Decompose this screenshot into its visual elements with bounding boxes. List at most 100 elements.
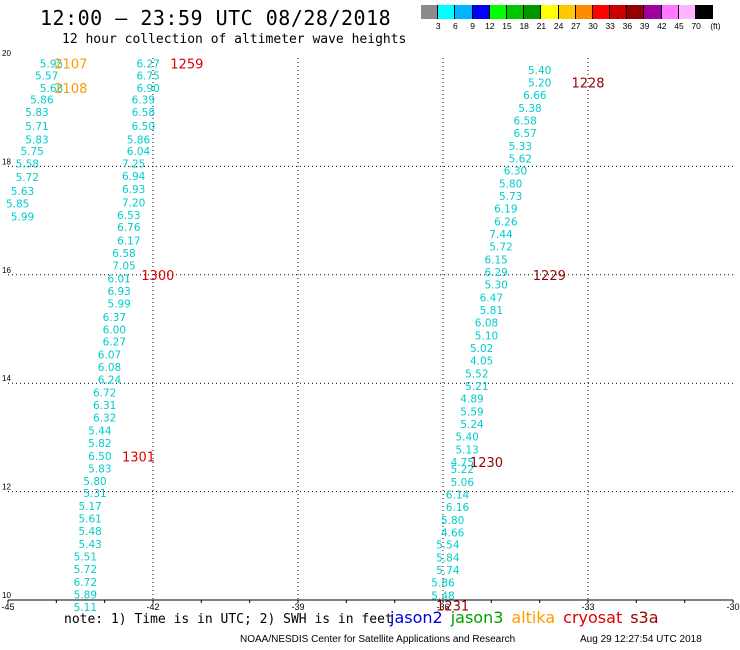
color-scale-label: 45 xyxy=(674,21,684,31)
wave-height-point: 5.86 xyxy=(127,134,151,146)
color-scale-label: 18 xyxy=(519,21,529,31)
wave-height-point: 4.66 xyxy=(441,527,465,539)
wave-height-point: 6.57 xyxy=(513,128,536,140)
y-tick-label: 10 xyxy=(2,591,11,600)
wave-height-point: 5.38 xyxy=(518,103,541,115)
y-tick-label: 18 xyxy=(2,157,11,166)
color-scale-label: 21 xyxy=(536,21,547,31)
color-scale-label: 30 xyxy=(588,21,598,31)
wave-height-point: 6.27 xyxy=(136,58,159,70)
wave-height-point: 5.24 xyxy=(460,419,484,431)
wave-height-point: 5.51 xyxy=(74,552,97,564)
wave-height-point: 5.10 xyxy=(475,331,498,343)
wave-height-point: 6.47 xyxy=(480,293,503,305)
wave-height-point: 4.75 xyxy=(451,457,474,469)
wave-height-point: 5.72 xyxy=(74,564,97,576)
pass-time-label: 1259 xyxy=(170,57,203,72)
color-scale-label: 39 xyxy=(639,21,650,31)
chart-subtitle: 12 hour collection of altimeter wave hei… xyxy=(62,32,407,47)
color-scale-label: 27 xyxy=(571,21,581,31)
y-tick-label: 16 xyxy=(2,266,11,275)
color-scale-swatch xyxy=(610,5,628,19)
wave-height-point: 7.20 xyxy=(122,198,145,210)
wave-height-point: 5.62 xyxy=(509,153,532,165)
color-scale-swatch xyxy=(678,5,696,19)
legend-cryosat: cryosat xyxy=(563,608,623,627)
wave-height-point: 5.86 xyxy=(431,578,455,590)
wave-height-point: 6.16 xyxy=(446,502,470,514)
wave-height-point: 5.54 xyxy=(436,540,460,552)
wave-height-point: 6.04 xyxy=(127,146,151,158)
wave-height-point: 6.53 xyxy=(117,210,140,222)
color-scale-swatch xyxy=(575,5,593,19)
wave-height-point: 5.80 xyxy=(83,476,106,488)
legend-s3a: s3a xyxy=(630,608,659,627)
legend-jason3: jason3 xyxy=(450,608,504,627)
wave-height-point: 5.30 xyxy=(484,280,507,292)
wave-height-point: 6.58 xyxy=(513,115,536,127)
wave-height-point: 5.13 xyxy=(455,444,478,456)
pass-time-label: 1230 xyxy=(470,456,503,471)
wave-height-point: 5.89 xyxy=(74,590,97,602)
legend-altika: altika xyxy=(511,608,556,627)
wave-height-point: 5.11 xyxy=(74,602,97,614)
wave-height-point: 5.20 xyxy=(528,77,551,89)
wave-height-point: 6.58 xyxy=(132,107,155,119)
footer-timestamp: Aug 29 12:27:54 UTC 2018 xyxy=(580,634,702,645)
color-scale-swatch xyxy=(592,5,611,19)
color-scale-swatch xyxy=(541,5,559,19)
wave-height-point: 5.82 xyxy=(88,438,111,450)
wave-height-point: 6.90 xyxy=(136,83,159,95)
wave-height-point: 5.84 xyxy=(436,553,460,565)
wave-height-point: 5.99 xyxy=(107,299,130,311)
wave-height-point: 5.83 xyxy=(25,134,48,146)
wave-height-point: 5.99 xyxy=(11,211,34,223)
wave-height-point: 5.40 xyxy=(455,431,478,443)
wave-height-point: 5.21 xyxy=(465,381,488,393)
wave-height-point: 6.08 xyxy=(475,317,498,329)
color-scale-swatch xyxy=(472,5,490,19)
color-scale-swatch xyxy=(489,5,507,19)
color-scale-swatch xyxy=(438,5,456,19)
y-tick-label: 12 xyxy=(2,483,11,492)
wave-height-point: 6.19 xyxy=(494,204,517,216)
wave-height-point: 5.59 xyxy=(460,406,483,418)
wave-height-point: 6.31 xyxy=(93,400,116,412)
color-scale-label: 33 xyxy=(605,21,615,31)
wave-height-point: 6.37 xyxy=(103,312,126,324)
color-scale-swatch xyxy=(627,5,645,19)
wave-height-point: 5.61 xyxy=(78,514,101,526)
pass-time-label: 1228 xyxy=(571,76,604,91)
wave-height-point: 5.17 xyxy=(78,501,101,513)
x-tick-label: -39 xyxy=(291,602,304,612)
wave-height-point: 6.72 xyxy=(74,577,97,589)
pass-time-label: 2108 xyxy=(54,82,87,97)
wave-height-point: 5.86 xyxy=(30,95,54,107)
wave-height-point: 6.27 xyxy=(103,336,126,348)
wave-height-point: 5.58 xyxy=(16,159,39,171)
color-scale-swatch xyxy=(558,5,576,19)
wave-height-point: 6.50 xyxy=(132,121,155,133)
color-scale-labels: 3 6 9 12 15 18 21 24 27 30 33 36 39 42 45 70 (ft) xyxy=(421,21,731,33)
wave-height-point: 5.73 xyxy=(499,191,522,203)
x-tick-label: -45 xyxy=(1,602,14,612)
wave-height-point: 6.32 xyxy=(93,412,116,424)
wave-height-point: 6.39 xyxy=(132,95,155,107)
y-tick-label: 20 xyxy=(2,49,11,58)
x-tick-label: -42 xyxy=(146,602,159,612)
color-scale-swatch xyxy=(421,5,439,19)
wave-height-point: 6.66 xyxy=(523,90,547,102)
pass-time-label: 1229 xyxy=(533,269,566,284)
mission-legend: jason2 jason3 altika cryosat s3a xyxy=(390,608,667,627)
x-tick-label: -33 xyxy=(581,602,594,612)
y-tick-label: 14 xyxy=(2,374,11,383)
wave-height-point: 5.85 xyxy=(6,198,29,210)
wave-height-point: 7.44 xyxy=(489,229,513,241)
wave-height-point: 5.57 xyxy=(35,70,58,82)
wave-height-point: 6.76 xyxy=(117,222,141,234)
color-scale-swatch xyxy=(661,5,679,19)
wave-height-point: 5.74 xyxy=(436,565,460,577)
